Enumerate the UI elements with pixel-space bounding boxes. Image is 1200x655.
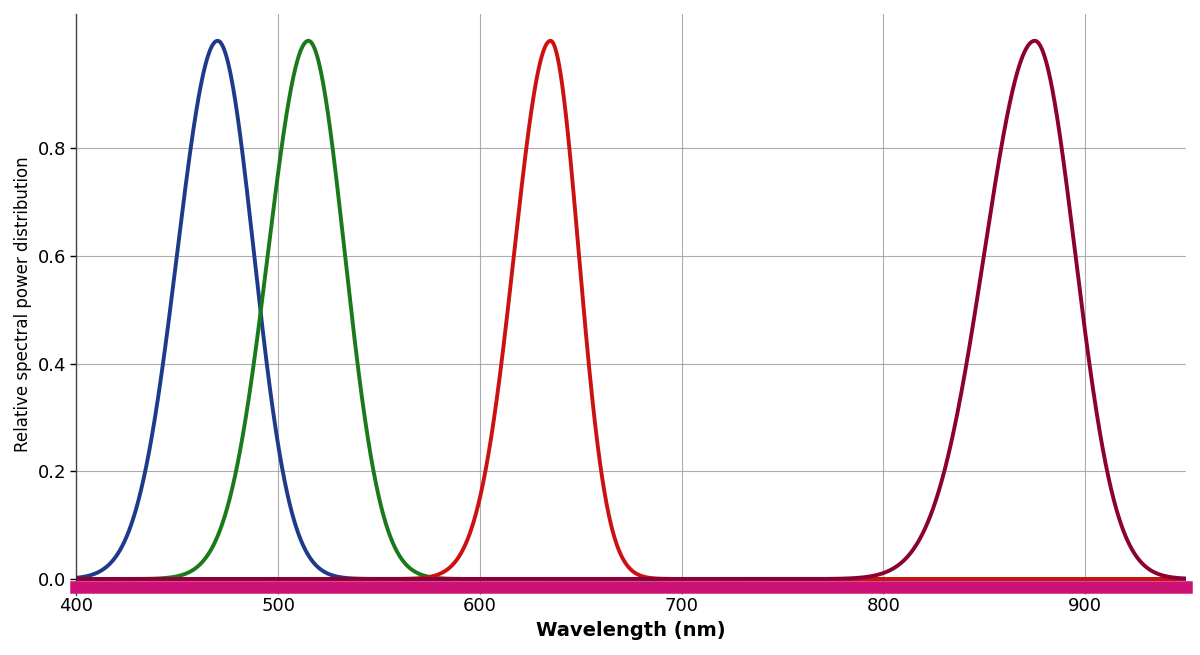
X-axis label: Wavelength (nm): Wavelength (nm)	[536, 621, 726, 640]
Y-axis label: Relative spectral power distribution: Relative spectral power distribution	[14, 157, 32, 453]
